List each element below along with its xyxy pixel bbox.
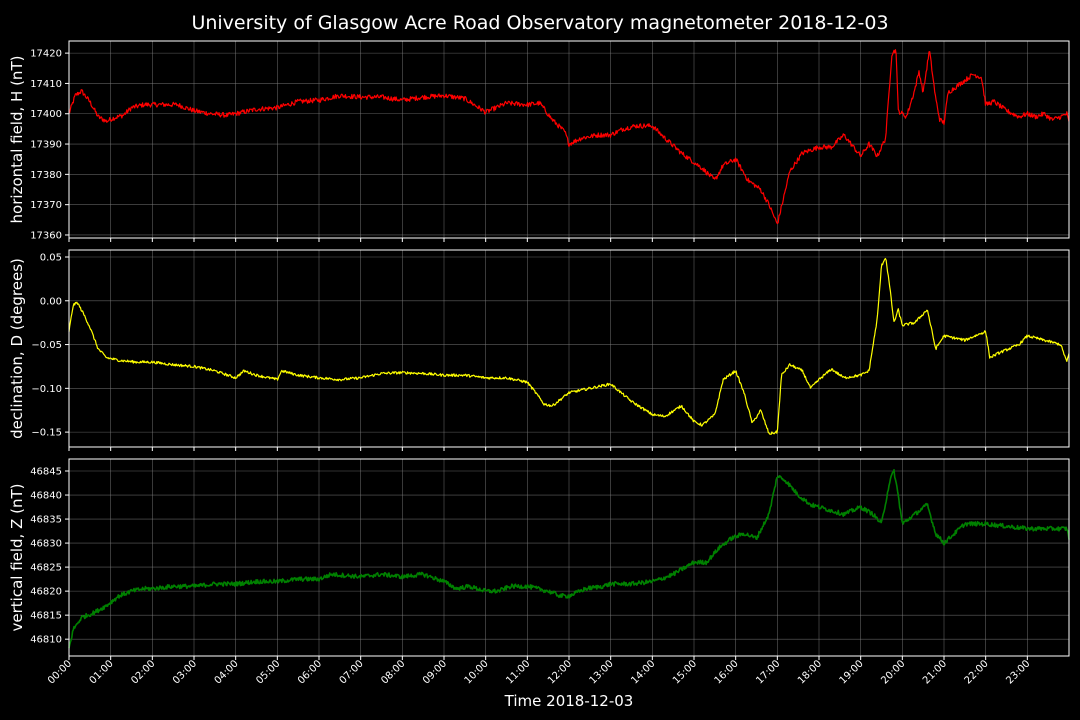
panel-frame: [68, 40, 1070, 239]
y-tick-label: 17360: [30, 230, 62, 241]
x-tick-label: 04:00: [213, 658, 241, 686]
y-tick-label: −0.05: [31, 340, 62, 351]
y-tick-label: 17370: [30, 200, 62, 211]
panel-H: 17360 17370 17380 17390 17400 17410 17420 horiz…: [8, 40, 1070, 242]
panel-frame: [68, 249, 1070, 448]
y-tick-label: 0.05: [40, 253, 62, 264]
y-tick-label: −0.10: [31, 384, 62, 395]
x-tick-label: 06:00: [296, 658, 324, 686]
y-tick-label: 46815: [30, 611, 62, 622]
x-tick-label: 15:00: [671, 658, 699, 686]
chart-panels: 17360 17370 17380 17390 17400 17410 17420 horiz…: [8, 40, 1070, 687]
y-tick-label: 46830: [30, 539, 62, 550]
panel-D: −0.15 −0.10 −0.05 0.00 0.05 declination, D (d…: [8, 249, 1070, 451]
x-tick-label: 03:00: [171, 658, 199, 686]
x-tick-label: 20:00: [879, 658, 907, 686]
y-tick-label: 46845: [30, 467, 62, 478]
series-line-H: [68, 49, 1070, 225]
x-tick-label: 21:00: [921, 658, 949, 686]
panel-Z: 46810 46815 46820 46825 46830 46835 46840 46845…: [8, 458, 1070, 660]
x-tick-label: 07:00: [338, 658, 366, 686]
x-tick-label: 13:00: [588, 658, 616, 686]
y-tick-label: 17380: [30, 170, 62, 181]
x-tick-label: 05:00: [254, 658, 282, 686]
x-tick-label: 16:00: [713, 658, 741, 686]
x-tick-label: 00:00: [46, 658, 74, 686]
chart-title: University of Glasgow Acre Road Observat…: [191, 12, 888, 34]
series-line-Z: [68, 469, 1070, 649]
x-tick-label: 11:00: [504, 658, 532, 686]
x-tick-label: 02:00: [129, 658, 157, 686]
x-tick-label: 18:00: [796, 658, 824, 686]
x-tick-label: 19:00: [838, 658, 866, 686]
x-tick-label: 23:00: [1004, 658, 1032, 686]
x-tick-label: 22:00: [963, 658, 991, 686]
y-tick-label: 46810: [30, 635, 62, 646]
x-tick-label: 12:00: [546, 658, 574, 686]
y-tick-label: 17390: [30, 140, 62, 151]
y-tick-label: 46840: [30, 491, 62, 502]
panel-frame: [68, 458, 1070, 657]
y-tick-label: 17410: [30, 79, 62, 90]
x-tick-label: 01:00: [88, 658, 116, 686]
y-axis-label-Z: vertical field, Z (nT): [8, 483, 26, 631]
x-tick-label: 14:00: [629, 658, 657, 686]
y-tick-label: 17400: [30, 109, 62, 120]
y-axis-label-D: declination, D (degrees): [8, 258, 26, 439]
x-tick-label: 08:00: [379, 658, 407, 686]
y-tick-label: 46825: [30, 563, 62, 574]
x-tick-label: 17:00: [754, 658, 782, 686]
y-tick-label: 17420: [30, 49, 62, 60]
y-tick-label: −0.15: [31, 428, 62, 439]
x-tick-label: 09:00: [421, 658, 449, 686]
y-axis-label-H: horizontal field, H (nT): [8, 56, 26, 224]
series-line-D: [68, 257, 1070, 435]
x-tick-label: 10:00: [463, 658, 491, 686]
y-tick-label: 0.00: [40, 296, 62, 307]
x-axis-label: Time 2018-12-03: [504, 692, 634, 710]
y-tick-label: 46835: [30, 515, 62, 526]
y-tick-label: 46820: [30, 587, 62, 598]
